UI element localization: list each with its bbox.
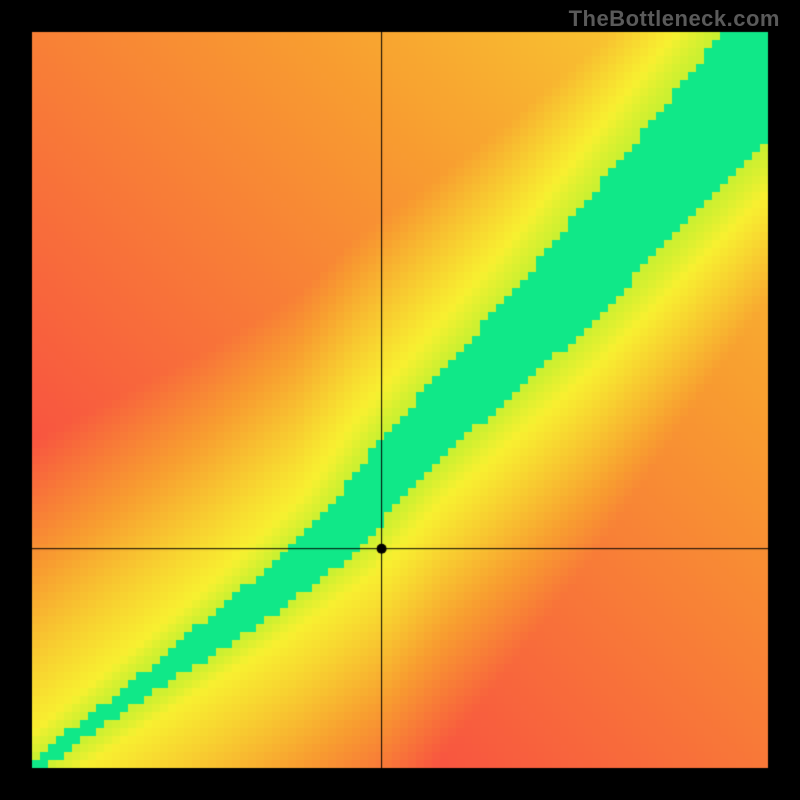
chart-container: TheBottleneck.com: [0, 0, 800, 800]
watermark-text: TheBottleneck.com: [569, 6, 780, 32]
heatmap-canvas: [0, 0, 800, 800]
